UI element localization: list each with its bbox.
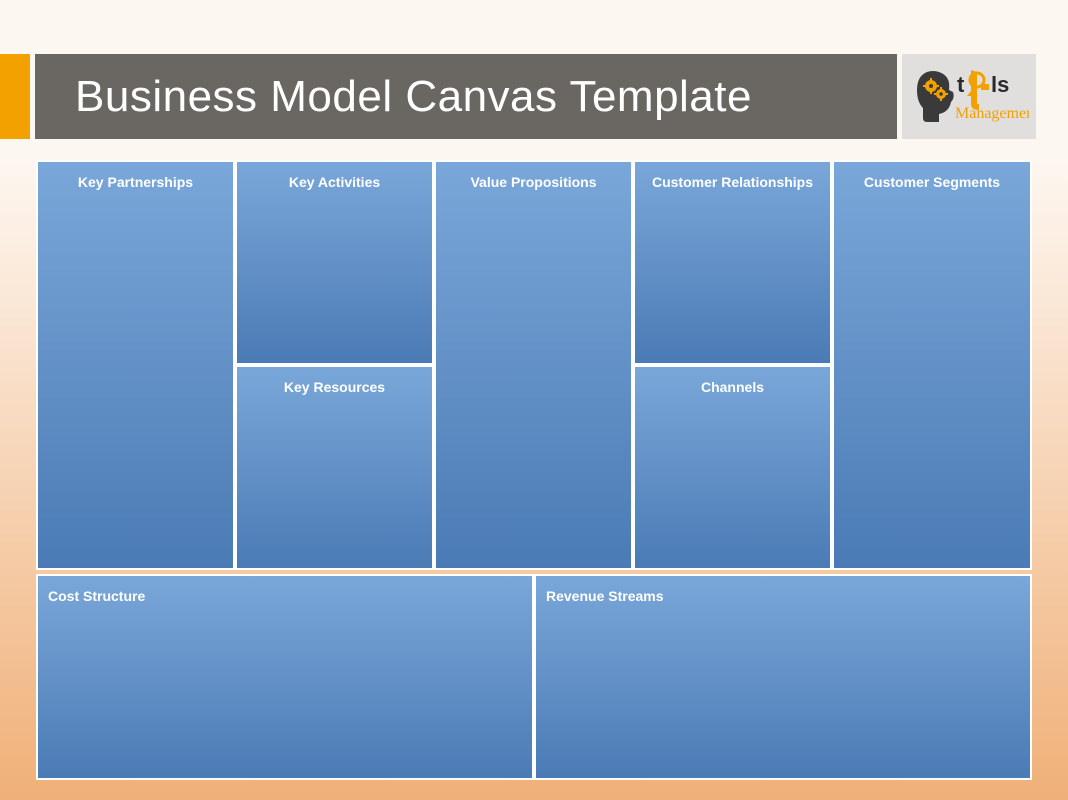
block-channels: Channels xyxy=(633,365,832,570)
block-title-key-partnerships: Key Partnerships xyxy=(38,162,233,190)
block-title-channels: Channels xyxy=(635,367,830,395)
block-title-customer-relationships: Customer Relationships xyxy=(635,162,830,190)
business-model-canvas: Key Partnerships Key Activities Key Reso… xyxy=(36,160,1032,780)
title-bar: Business Model Canvas Template xyxy=(35,54,897,139)
logo: t ls Management xyxy=(902,54,1036,139)
logo-text-bottom: Management xyxy=(955,105,1029,122)
block-title-customer-segments: Customer Segments xyxy=(834,162,1030,190)
block-title-cost-structure: Cost Structure xyxy=(38,576,532,604)
accent-bar xyxy=(0,54,30,139)
page-title: Business Model Canvas Template xyxy=(75,72,752,122)
header: Business Model Canvas Template xyxy=(0,54,897,139)
block-revenue-streams: Revenue Streams xyxy=(534,574,1032,780)
block-title-value-propositions: Value Propositions xyxy=(436,162,631,190)
block-customer-segments: Customer Segments xyxy=(832,160,1032,570)
block-title-key-activities: Key Activities xyxy=(237,162,432,190)
block-key-resources: Key Resources xyxy=(235,365,434,570)
logo-text-top: t xyxy=(957,72,965,97)
block-key-partnerships: Key Partnerships xyxy=(36,160,235,570)
block-key-activities: Key Activities xyxy=(235,160,434,365)
svg-text:ls: ls xyxy=(991,72,1009,97)
block-value-propositions: Value Propositions xyxy=(434,160,633,570)
block-title-revenue-streams: Revenue Streams xyxy=(536,576,1030,604)
page: Business Model Canvas Template t ls xyxy=(0,0,1068,800)
tools4management-logo-icon: t ls Management xyxy=(909,62,1029,132)
block-cost-structure: Cost Structure xyxy=(36,574,534,780)
block-title-key-resources: Key Resources xyxy=(237,367,432,395)
block-customer-relationships: Customer Relationships xyxy=(633,160,832,365)
